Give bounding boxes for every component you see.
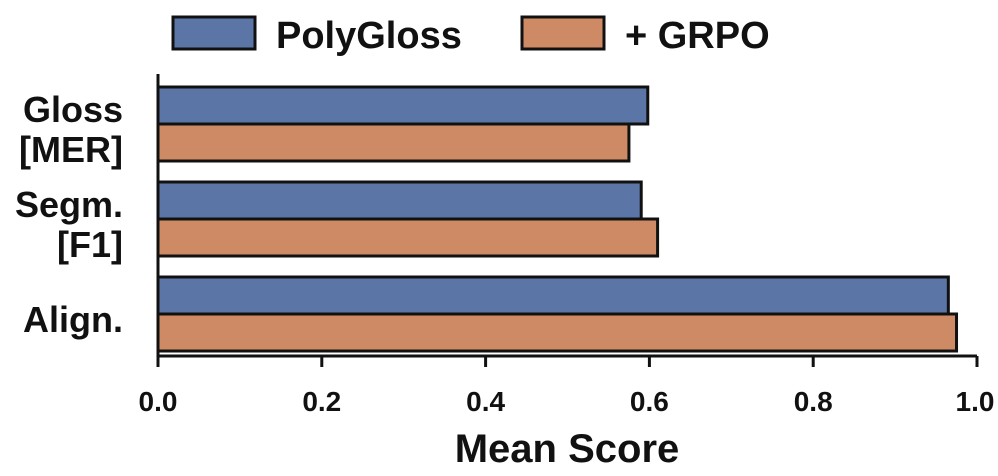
legend-item-polygloss: PolyGloss <box>171 15 462 57</box>
category-label-2-0: Align. <box>23 299 123 340</box>
category-label-1-0: Segm. <box>15 184 123 225</box>
category-label-0-1: [MER] <box>19 129 123 170</box>
bar-grpo-1 <box>156 217 660 258</box>
legend-label-polygloss: PolyGloss <box>276 15 462 57</box>
x-tick-label-3: 0.6 <box>630 386 669 417</box>
legend-item-grpo: + GRPO <box>520 15 770 57</box>
bar-polygloss-2 <box>156 275 950 316</box>
category-labels: Gloss[MER] Segm.[F1] Align. <box>15 89 123 340</box>
bar-polygloss-1 <box>156 180 643 221</box>
bar-grpo-2 <box>156 312 959 353</box>
bar-polygloss-0 <box>156 85 650 126</box>
x-tick-label-2: 0.4 <box>466 386 505 417</box>
bar-grpo-0 <box>156 122 631 163</box>
x-tick-label-5: 1.0 <box>956 386 995 417</box>
axes <box>156 74 977 358</box>
legend-swatch-grpo <box>520 15 606 51</box>
x-tick-label-4: 0.8 <box>794 386 833 417</box>
x-axis-title: Mean Score <box>455 427 680 471</box>
category-label-0-0: Gloss <box>23 89 123 130</box>
bars <box>156 85 959 353</box>
x-ticks: 0.0 0.2 0.4 0.6 0.8 1.0 <box>139 356 995 417</box>
category-label-1-1: [F1] <box>57 224 123 265</box>
legend: PolyGloss + GRPO <box>171 15 770 57</box>
legend-label-grpo: + GRPO <box>625 15 770 57</box>
x-tick-label-1: 0.2 <box>302 386 341 417</box>
x-tick-label-0: 0.0 <box>139 386 178 417</box>
legend-swatch-polygloss <box>171 15 257 51</box>
